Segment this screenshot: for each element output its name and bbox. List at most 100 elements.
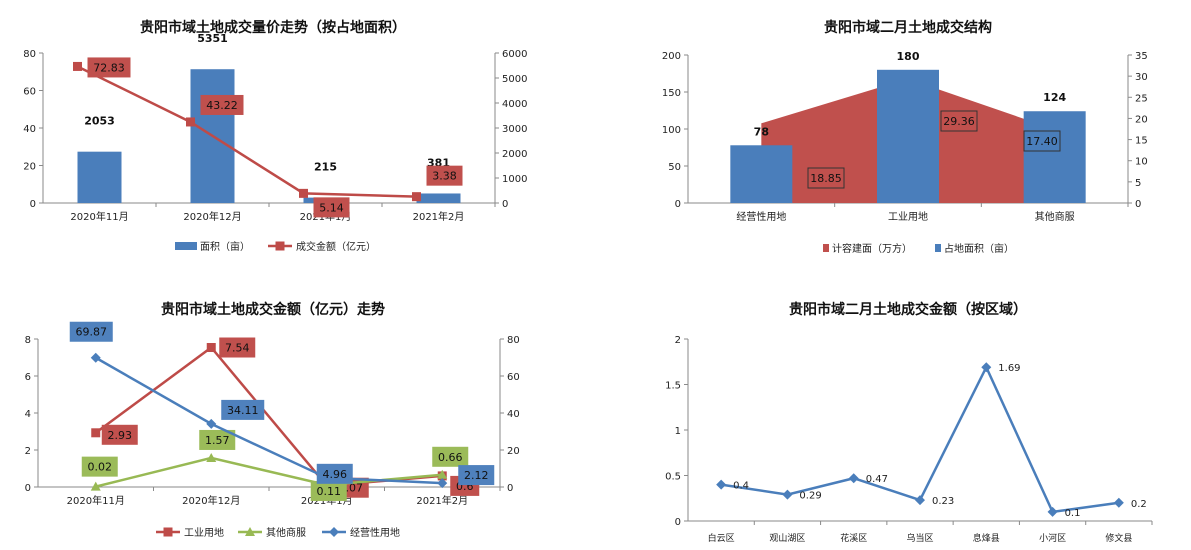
amount-marker — [73, 61, 82, 71]
area-data-label-box — [807, 167, 845, 189]
y-right-tick-label: 6000 — [502, 49, 527, 60]
y-right-tick-label: 20 — [507, 446, 520, 457]
bar-data-label: 5351 — [197, 32, 228, 45]
industrial-marker — [91, 428, 101, 438]
commercial-data-label: 0.66 — [438, 451, 463, 464]
commercial-data-label: 0.02 — [88, 461, 113, 474]
district-data-label: 0.23 — [932, 496, 954, 507]
amount-data-label-box — [200, 94, 244, 115]
district-data-label: 0.2 — [1131, 499, 1147, 510]
y-left-tick-label: 0 — [25, 483, 31, 494]
y-left-tick-label: 60 — [23, 87, 36, 98]
amount-line — [76, 65, 417, 198]
y-left-tick-label: 0.5 — [665, 472, 681, 483]
district-data-label: 0.29 — [799, 491, 821, 502]
y-left-tick-label: 2 — [675, 335, 681, 346]
x-tick-label: 小河区 — [1039, 532, 1066, 544]
industrial-data-label-box — [101, 424, 138, 445]
chart-feb-structure: 贵阳市域二月土地成交结构 0 50 100 150 200 0 5 10 15 20 25 30 35 经… — [662, 19, 1148, 255]
y-right-tick-label: 35 — [1135, 51, 1148, 62]
y-right-tick-label: 2000 — [502, 149, 527, 160]
commercial-data-label: 0.11 — [317, 485, 342, 498]
operating-data-label-box — [69, 321, 113, 342]
area-data-label-box — [1023, 130, 1061, 152]
area-data-label: 29.36 — [943, 115, 975, 128]
amount-data-label-box — [426, 165, 463, 186]
legend-label: 占地面积（亩） — [944, 242, 1014, 255]
y-left-tick-label: 150 — [662, 88, 681, 99]
district-data-label: 0.47 — [866, 474, 888, 485]
amount-data-label-box — [313, 197, 350, 218]
operating-marker — [206, 418, 217, 429]
district-data-label: 0.1 — [1065, 508, 1081, 519]
x-tick-label: 经营性用地 — [736, 210, 786, 223]
amount-data-label-box — [87, 57, 131, 78]
district-marker — [1047, 506, 1058, 517]
operating-data-label: 34.11 — [227, 404, 259, 417]
district-marker — [915, 495, 925, 506]
commercial-marker — [206, 452, 217, 462]
legend-swatch-floor-area — [823, 244, 829, 252]
amount-data-label: 5.14 — [319, 201, 344, 214]
y-right-tick-label: 4000 — [502, 99, 527, 110]
y-right-tick-label: 20 — [1135, 114, 1148, 125]
district-marker — [782, 489, 793, 500]
industrial-marker — [206, 343, 216, 353]
x-tick-label: 修文县 — [1105, 532, 1132, 544]
chart-title: 贵阳市域土地成交金额（亿元）走势 — [161, 301, 385, 318]
y-left-tick-label: 6 — [25, 372, 31, 383]
y-left-tick-label: 1 — [675, 426, 681, 437]
y-left-tick-label: 8 — [25, 335, 31, 346]
chart-title: 贵阳市域土地成交量价走势（按占地面积） — [140, 19, 406, 36]
chart-title: 贵阳市域二月土地成交金额（按区域） — [789, 301, 1027, 318]
y-right-tick-label: 60 — [507, 372, 520, 383]
area-data-label: 17.40 — [1026, 135, 1058, 148]
y-left-tick-label: 100 — [662, 125, 681, 136]
y-left-tick-label: 0 — [675, 199, 681, 210]
commercial-data-label: 1.57 — [205, 434, 230, 447]
y-left-tick-label: 20 — [23, 162, 36, 173]
y-right-tick-label: 0 — [502, 199, 508, 210]
y-left-tick-label: 4 — [25, 409, 31, 420]
x-tick-label: 2020年11月 — [67, 494, 125, 507]
y-right-tick-label: 0 — [507, 483, 513, 494]
area-data-label: 18.85 — [810, 172, 842, 185]
operating-data-label-box — [316, 463, 353, 484]
y-right-tick-label: 30 — [1135, 72, 1148, 83]
legend-label: 计容建面（万方） — [832, 242, 912, 255]
amount-data-label: 43.22 — [206, 99, 238, 112]
legend-marker — [163, 527, 173, 537]
x-tick-label: 观山湖区 — [769, 533, 805, 544]
bar-land-area — [877, 69, 939, 203]
x-tick-label: 白云区 — [708, 532, 735, 544]
y-right-tick-label: 1000 — [502, 174, 527, 185]
chart-feb-amount-by-district: 贵阳市域二月土地成交金额（按区域） 0 0.5 1 1.5 2 白云区 观山湖区 花溪区 乌当区… — [665, 301, 1153, 544]
operating-data-label-box — [458, 465, 495, 486]
district-data-label: 0.4 — [733, 481, 749, 492]
district-marker — [848, 473, 859, 484]
y-right-tick-label: 5000 — [502, 74, 527, 85]
legend-label: 面积（亩） — [200, 240, 250, 253]
legend-label: 其他商服 — [266, 526, 306, 539]
y-right-tick-label: 25 — [1135, 93, 1148, 104]
commercial-marker — [90, 481, 101, 491]
x-tick-label: 花溪区 — [840, 532, 867, 544]
legend-label: 成交金额（亿元） — [296, 240, 376, 253]
district-marker — [716, 479, 727, 490]
bar-data-label: 215 — [314, 161, 337, 174]
commercial-line — [95, 456, 443, 488]
x-tick-label: 2020年11月 — [70, 210, 128, 223]
chart-title: 贵阳市域二月土地成交结构 — [824, 19, 992, 36]
operating-data-label: 2.12 — [464, 469, 489, 482]
y-left-tick-label: 2 — [25, 446, 31, 457]
operating-marker — [437, 478, 448, 489]
bar-data-label: 2053 — [84, 115, 115, 128]
district-amount-line — [720, 364, 1120, 514]
x-tick-label: 息烽县 — [973, 532, 1000, 544]
y-left-tick-label: 50 — [668, 162, 681, 173]
legend-marker — [275, 241, 285, 251]
y-right-tick-label: 0 — [1135, 199, 1141, 210]
amount-marker — [412, 192, 421, 202]
y-left-tick-label: 0 — [675, 517, 681, 528]
